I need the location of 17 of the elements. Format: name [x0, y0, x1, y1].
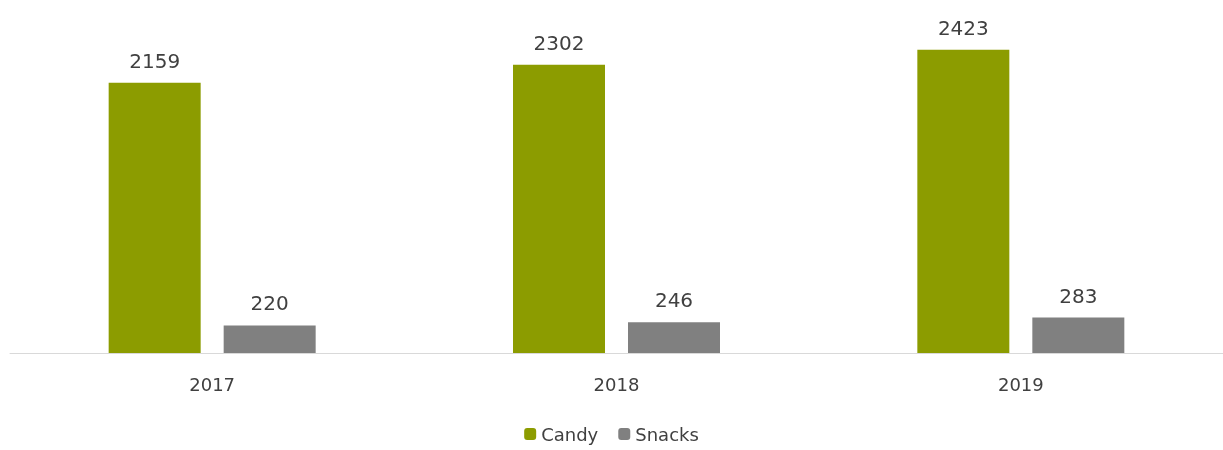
data-label: 220 [250, 291, 289, 316]
legend-label: Candy [541, 423, 599, 445]
data-label: 2302 [533, 30, 585, 55]
bar [628, 322, 720, 353]
data-label: 2159 [129, 48, 181, 73]
x-tick-label: 2019 [997, 373, 1044, 395]
bar [1032, 317, 1125, 353]
bar [513, 64, 605, 353]
bar [223, 325, 316, 353]
x-tick-label: 2018 [593, 373, 640, 395]
bar [917, 49, 1010, 353]
x-tick-label: 2017 [189, 373, 236, 395]
data-label: 2423 [937, 15, 989, 40]
data-label: 246 [654, 288, 694, 313]
legend-label: Snacks [635, 423, 699, 445]
data-label: 283 [1059, 283, 1098, 308]
bar [108, 82, 201, 353]
